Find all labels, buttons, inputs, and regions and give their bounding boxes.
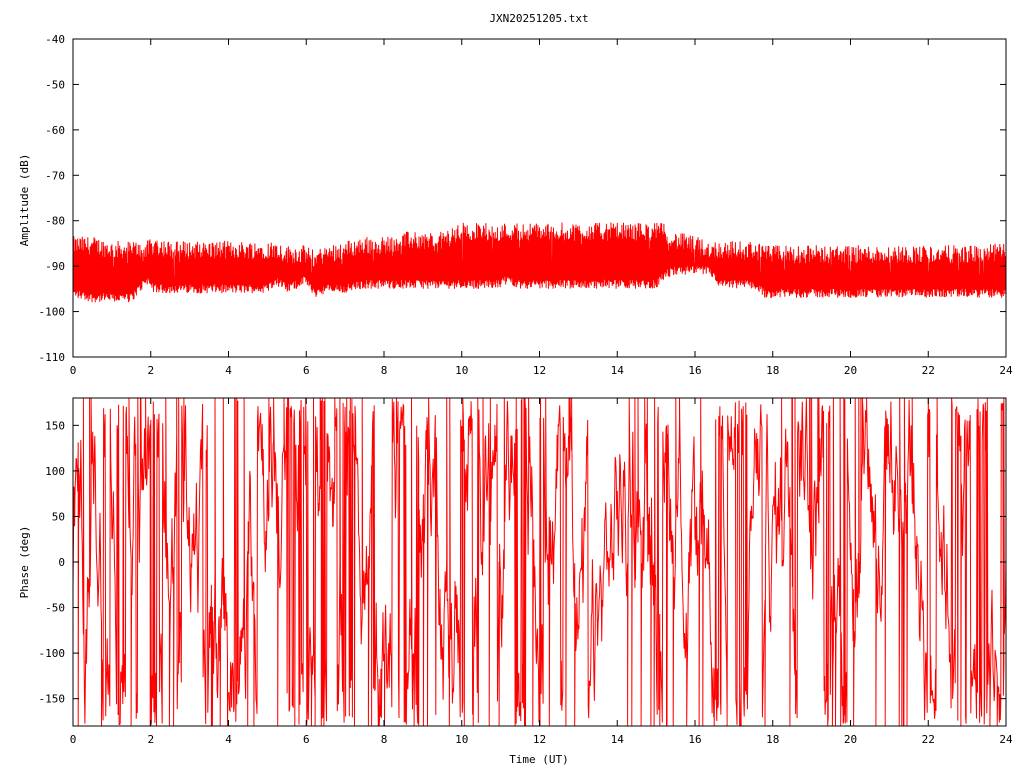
amplitude-x-tick-label: 10	[455, 364, 468, 377]
amplitude-y-tick-label: -100	[39, 306, 66, 319]
amplitude-line	[72, 222, 1007, 303]
amplitude-y-tick-label: -50	[45, 78, 65, 91]
amplitude-x-tick-label: 12	[533, 364, 546, 377]
phase-x-tick-label: 8	[381, 733, 388, 746]
amplitude-x-tick-label: 6	[303, 364, 310, 377]
phase-x-tick-label: 2	[147, 733, 154, 746]
phase-x-tick-label: 12	[533, 733, 546, 746]
amplitude-axes: 0 2 4 6 8 10 12 14 16 18 20 22 24-40-50-60-70-80-90-…	[39, 33, 1013, 377]
amplitude-series	[72, 222, 1007, 303]
phase-x-tick-label: 0	[70, 733, 77, 746]
phase-y-tick-label: 50	[52, 510, 65, 523]
amplitude-x-tick-label: 8	[381, 364, 388, 377]
phase-x-tick-label: 20	[844, 733, 857, 746]
amplitude-x-tick-label: 0	[70, 364, 77, 377]
phase-y-tick-label: 150	[45, 419, 65, 432]
phase-x-tick-label: 16	[688, 733, 701, 746]
amplitude-y-tick-label: -90	[45, 260, 65, 273]
phase-y-tick-label: 100	[45, 465, 65, 478]
phase-x-tick-label: 6	[303, 733, 310, 746]
time-x-axis-label: Time (UT)	[509, 753, 569, 766]
phase-x-tick-label: 18	[766, 733, 779, 746]
phase-x-tick-label: 22	[922, 733, 935, 746]
amplitude-x-tick-label: 24	[999, 364, 1013, 377]
phase-y-tick-label: -150	[39, 693, 66, 706]
amplitude-x-tick-label: 14	[611, 364, 625, 377]
amplitude-x-tick-label: 2	[147, 364, 154, 377]
amplitude-x-tick-label: 18	[766, 364, 779, 377]
phase-y-axis-label: Phase (deg)	[18, 526, 31, 599]
amplitude-x-tick-label: 16	[688, 364, 701, 377]
chart-title: JXN20251205.txt	[489, 12, 588, 25]
amplitude-plot-frame	[72, 38, 1007, 358]
amplitude-y-tick-label: -80	[45, 215, 65, 228]
phase-x-tick-label: 4	[225, 733, 232, 746]
phase-y-tick-label: 0	[58, 556, 65, 569]
phase-y-tick-label: -100	[39, 647, 66, 660]
amplitude-y-axis-label: Amplitude (dB)	[18, 154, 31, 247]
amplitude-x-tick-label: 4	[225, 364, 232, 377]
phase-x-tick-label: 24	[999, 733, 1013, 746]
phase-x-tick-label: 10	[455, 733, 468, 746]
amplitude-y-tick-label: -60	[45, 124, 65, 137]
phase-x-tick-label: 14	[611, 733, 625, 746]
phase-line	[72, 397, 1007, 727]
amplitude-y-tick-label: -40	[45, 33, 65, 46]
amplitude-y-tick-label: -70	[45, 169, 65, 182]
amplitude-y-tick-label: -110	[39, 351, 66, 364]
phase-axes: 0 2 4 6 8 10 12 14 16 18 20 22 24150100500-50-100-15…	[39, 398, 1013, 746]
phase-panel: 0 2 4 6 8 10 12 14 16 18 20 22 24150100500-50-100-15…	[18, 397, 1013, 766]
phase-series	[72, 397, 1007, 727]
phase-y-tick-label: -50	[45, 602, 65, 615]
amplitude-x-tick-label: 22	[922, 364, 935, 377]
amplitude-panel: 0 2 4 6 8 10 12 14 16 18 20 22 24-40-50-60-70-80-90-…	[18, 33, 1013, 377]
amplitude-x-tick-label: 20	[844, 364, 857, 377]
